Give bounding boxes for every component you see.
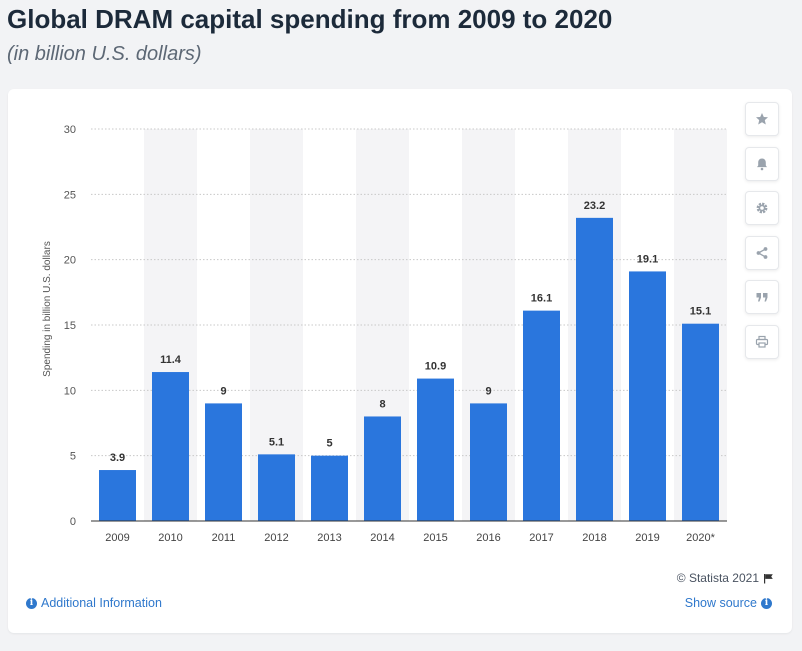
bar-2010 <box>152 372 189 521</box>
x-tick-label: 2013 <box>317 532 341 544</box>
bar-2014 <box>364 416 401 521</box>
show-source-link[interactable]: Show source i <box>685 596 772 610</box>
y-tick-label: 0 <box>70 516 76 528</box>
info-icon: i <box>761 597 772 609</box>
data-label: 9 <box>220 385 226 397</box>
quote-icon <box>756 293 768 302</box>
additional-information-label: Additional Information <box>41 596 162 610</box>
notification-button[interactable] <box>745 146 779 181</box>
y-tick-label: 20 <box>64 255 76 267</box>
x-tick-label: 2016 <box>476 532 500 544</box>
bar-2009 <box>99 470 136 521</box>
data-label: 15.1 <box>690 306 711 318</box>
y-tick-label: 15 <box>64 320 76 332</box>
settings-button[interactable] <box>745 191 779 225</box>
cite-button[interactable] <box>745 280 779 314</box>
x-tick-label: 2012 <box>264 532 288 544</box>
y-tick-label: 10 <box>64 385 76 397</box>
data-label: 8 <box>379 398 385 410</box>
data-label: 23.2 <box>584 200 605 212</box>
data-label: 10.9 <box>425 361 446 373</box>
chart-toolbar <box>745 102 779 369</box>
bell-icon <box>757 158 767 170</box>
data-label: 11.4 <box>160 354 182 366</box>
y-axis-ticks: 0 5 10 15 20 25 30 <box>64 124 76 528</box>
y-tick-label: 25 <box>64 189 76 201</box>
info-icon: i <box>26 597 37 609</box>
bar-chart: 0 5 10 15 20 25 30 3.9 11.4 9 5.1 5 8 10.9 9 16.1 23.2 1… <box>42 124 727 544</box>
show-source-label: Show source <box>684 596 757 610</box>
data-label: 16.1 <box>531 293 552 305</box>
x-tick-label: 2015 <box>423 532 447 544</box>
x-tick-label: 2020* <box>686 532 715 544</box>
page-title: Global DRAM capital spending from 2009 t… <box>7 4 613 34</box>
flag-icon <box>764 573 773 583</box>
y-tick-label: 5 <box>70 451 76 463</box>
y-tick-label: 30 <box>64 124 76 136</box>
x-axis-ticks: 2009 2010 2011 2012 2013 2014 2015 2016 2017 2018… <box>105 532 715 544</box>
bar-2011 <box>205 403 242 521</box>
x-tick-label: 2018 <box>582 532 606 544</box>
data-label: 5.1 <box>269 436 284 448</box>
bars <box>99 217 719 521</box>
bar-2015 <box>417 378 454 521</box>
print-icon <box>755 335 769 348</box>
data-label: 19.1 <box>637 253 658 265</box>
gridlines <box>91 128 727 457</box>
copyright[interactable]: © Statista 2021 <box>677 571 774 585</box>
print-button[interactable] <box>745 324 779 359</box>
gear-icon <box>756 202 768 214</box>
share-button[interactable] <box>745 235 779 270</box>
x-tick-label: 2009 <box>105 532 129 544</box>
bar-2017 <box>523 310 560 521</box>
bar-2016 <box>470 403 507 521</box>
x-tick-label: 2017 <box>529 532 553 544</box>
copyright-text: © Statista 2021 <box>676 571 759 585</box>
page-subtitle: (in billion U.S. dollars) <box>7 43 202 65</box>
star-icon <box>756 113 768 125</box>
favorite-button[interactable] <box>745 102 779 136</box>
share-icon <box>756 246 768 259</box>
x-tick-label: 2011 <box>212 532 236 544</box>
data-label: 5 <box>326 438 332 450</box>
x-tick-label: 2010 <box>158 532 182 544</box>
bar-2020* <box>682 323 719 521</box>
bar-2019 <box>629 271 666 521</box>
data-label: 3.9 <box>110 452 125 464</box>
additional-information-link[interactable]: i Additional Information <box>26 596 162 610</box>
data-label: 9 <box>485 385 491 397</box>
x-tick-label: 2019 <box>635 532 659 544</box>
bar-2018 <box>576 217 613 521</box>
bar-2013 <box>311 455 348 521</box>
y-axis-label: Spending in billion U.S. dollars <box>42 241 53 377</box>
data-labels: 3.9 11.4 9 5.1 5 8 10.9 9 16.1 23.2 19.1 15.1 <box>110 200 711 464</box>
x-tick-label: 2014 <box>370 532 394 544</box>
bar-2012 <box>258 454 295 521</box>
chart-card: 0 5 10 15 20 25 30 3.9 11.4 9 5.1 5 8 10.9 9 16.1 23.2 1… <box>8 89 792 633</box>
